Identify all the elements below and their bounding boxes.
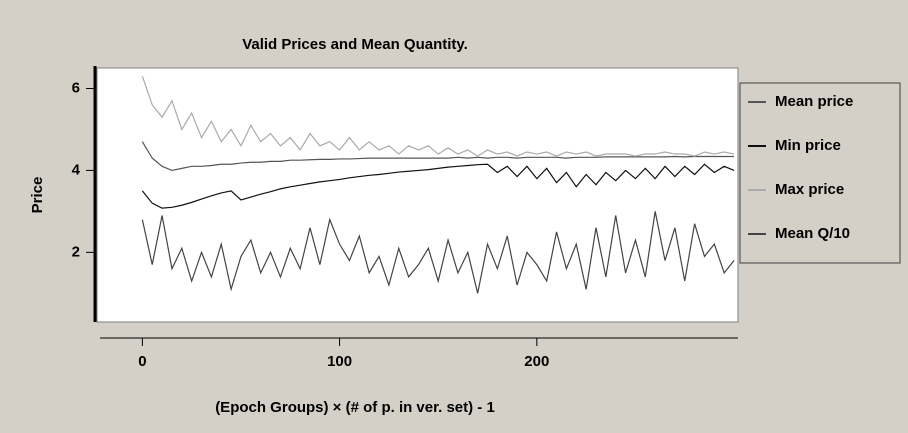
legend-label: Max price [775, 181, 844, 198]
x-tick-label: 0 [138, 353, 146, 370]
legend-label: Mean price [775, 93, 853, 110]
series-line [141, 163, 735, 209]
x-tick-label: 100 [327, 353, 352, 370]
y-axis-label: Price [29, 177, 46, 214]
legend-label: Min price [775, 137, 841, 154]
series-line [141, 75, 735, 157]
x-axis-label: (Epoch Groups) × (# of p. in ver. set) -… [215, 399, 495, 416]
y-tick-label: 4 [72, 161, 81, 178]
y-tick-label: 6 [72, 79, 80, 96]
x-tick-label: 200 [524, 353, 549, 370]
legend [739, 82, 901, 264]
legend-label: Mean Q/10 [775, 225, 850, 242]
series-line [141, 141, 735, 172]
chart-title: Valid Prices and Mean Quantity. [242, 36, 468, 53]
plot-area [96, 67, 739, 323]
series-line [141, 211, 735, 294]
y-tick-label: 2 [72, 243, 80, 260]
